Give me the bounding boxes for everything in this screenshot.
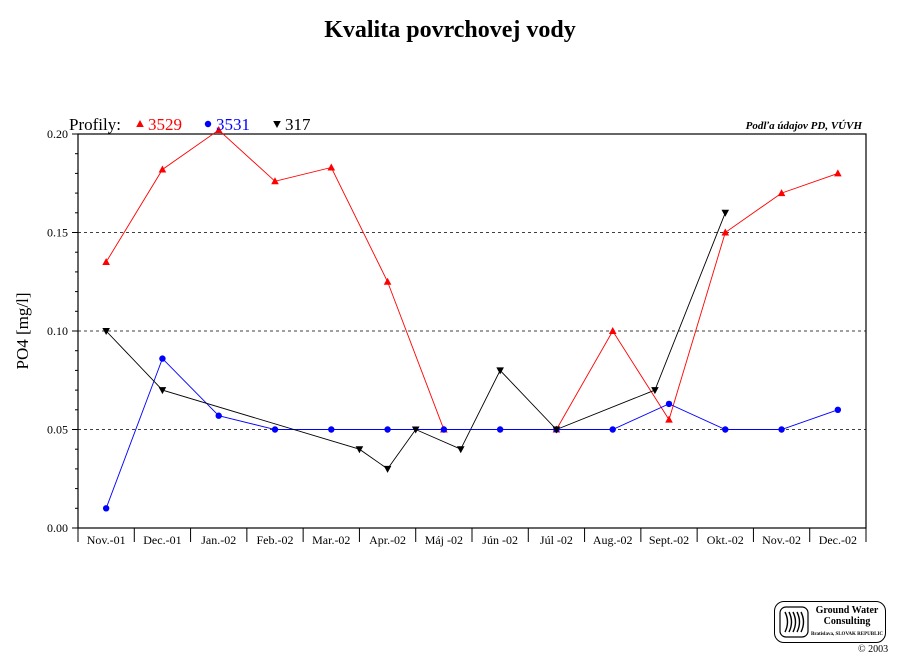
data-point-3531	[722, 426, 729, 433]
data-point-3531	[328, 426, 335, 433]
x-tick-label: Apr.-02	[369, 533, 406, 547]
series-layer	[102, 126, 842, 512]
data-point-3529	[214, 126, 223, 134]
data-point-317	[383, 465, 392, 473]
series-line-317	[105, 212, 726, 470]
source-note: Podľa údajov PD, VÚVH	[746, 120, 863, 132]
x-tick-label: Mar.-02	[312, 533, 350, 547]
plot-frame	[77, 133, 867, 529]
data-point-3531	[609, 426, 616, 433]
x-tick-label: Nov.-01	[87, 533, 126, 547]
data-point-3529	[383, 277, 392, 285]
data-point-3529	[158, 165, 167, 173]
x-tick-label: Nov.-02	[762, 533, 801, 547]
x-tick-label: Feb.-02	[257, 533, 294, 547]
legend: Profily: 3529 3531 317	[69, 115, 311, 134]
x-tick-label: Júl -02	[540, 533, 573, 547]
logo-wave-icon	[779, 606, 809, 638]
x-tick-label: Máj -02	[425, 533, 463, 547]
legend-marker-3531	[204, 120, 212, 128]
y-tick-label: 0.00	[47, 521, 68, 535]
data-point-317	[102, 328, 110, 335]
axis-labels: 0.00 0.05 0.10 0.15 0.20 Nov.-01 Dec.-01 Jan.-0…	[13, 120, 862, 547]
data-point-3531	[834, 406, 842, 413]
data-point-3529	[721, 228, 730, 236]
axes	[72, 133, 867, 542]
y-axis-label: PO4 [mg/l]	[13, 293, 32, 370]
data-point-3531	[665, 400, 673, 408]
legend-label-317: 317	[285, 115, 311, 134]
x-tick-label: Dec.-02	[819, 533, 857, 547]
x-tick-label: Jún -02	[482, 533, 518, 547]
data-point-317	[411, 426, 420, 434]
data-point-317	[721, 209, 730, 217]
data-point-3529	[327, 163, 336, 171]
ground-water-consulting-logo: Ground Water Consulting Bratislava, SLOV…	[774, 601, 886, 643]
legend-marker-3529	[136, 120, 144, 127]
data-point-3531	[496, 426, 504, 433]
data-point-3529	[834, 169, 842, 177]
data-point-3531	[271, 426, 279, 433]
data-point-317	[355, 446, 364, 454]
data-point-317	[496, 367, 504, 375]
data-point-3529	[777, 189, 786, 197]
series-line-3529	[105, 129, 839, 430]
data-point-3531	[384, 426, 391, 433]
data-point-3529	[102, 258, 110, 266]
chart-title: Kvalita povrchovej vody	[324, 17, 576, 43]
y-tick-label: 0.15	[47, 226, 68, 240]
data-point-3531	[440, 426, 448, 433]
data-point-3529	[271, 177, 279, 185]
y-tick-label: 0.20	[47, 127, 68, 141]
data-point-3531	[159, 355, 166, 362]
data-point-317	[651, 387, 659, 395]
logo-company-name: Ground Water Consulting	[815, 605, 879, 627]
y-tick-label: 0.10	[47, 324, 68, 338]
data-point-3529	[608, 327, 617, 334]
x-tick-label: Aug.-02	[593, 533, 633, 547]
data-point-3531	[215, 412, 222, 419]
data-point-317	[552, 426, 561, 434]
logo-subline: Bratislava, SLOVAK REPUBLIC	[811, 632, 884, 637]
data-point-317	[456, 446, 465, 454]
data-point-3531	[778, 426, 785, 433]
data-point-3531	[102, 505, 110, 512]
data-point-317	[158, 387, 167, 395]
x-tick-label: Okt.-02	[707, 533, 744, 547]
y-tick-label: 0.05	[47, 423, 68, 437]
legend-label-3531: 3531	[216, 115, 250, 134]
legend-prefix: Profily:	[69, 115, 121, 134]
x-tick-label: Sept.-02	[649, 533, 689, 547]
legend-marker-317	[273, 121, 281, 128]
copyright-note: © 2003	[858, 644, 889, 655]
legend-label-3529: 3529	[148, 115, 182, 134]
x-tick-label: Jan.-02	[201, 533, 236, 547]
x-tick-label: Dec.-01	[143, 533, 181, 547]
series-line-3531	[105, 357, 839, 509]
data-point-3529	[665, 415, 673, 423]
